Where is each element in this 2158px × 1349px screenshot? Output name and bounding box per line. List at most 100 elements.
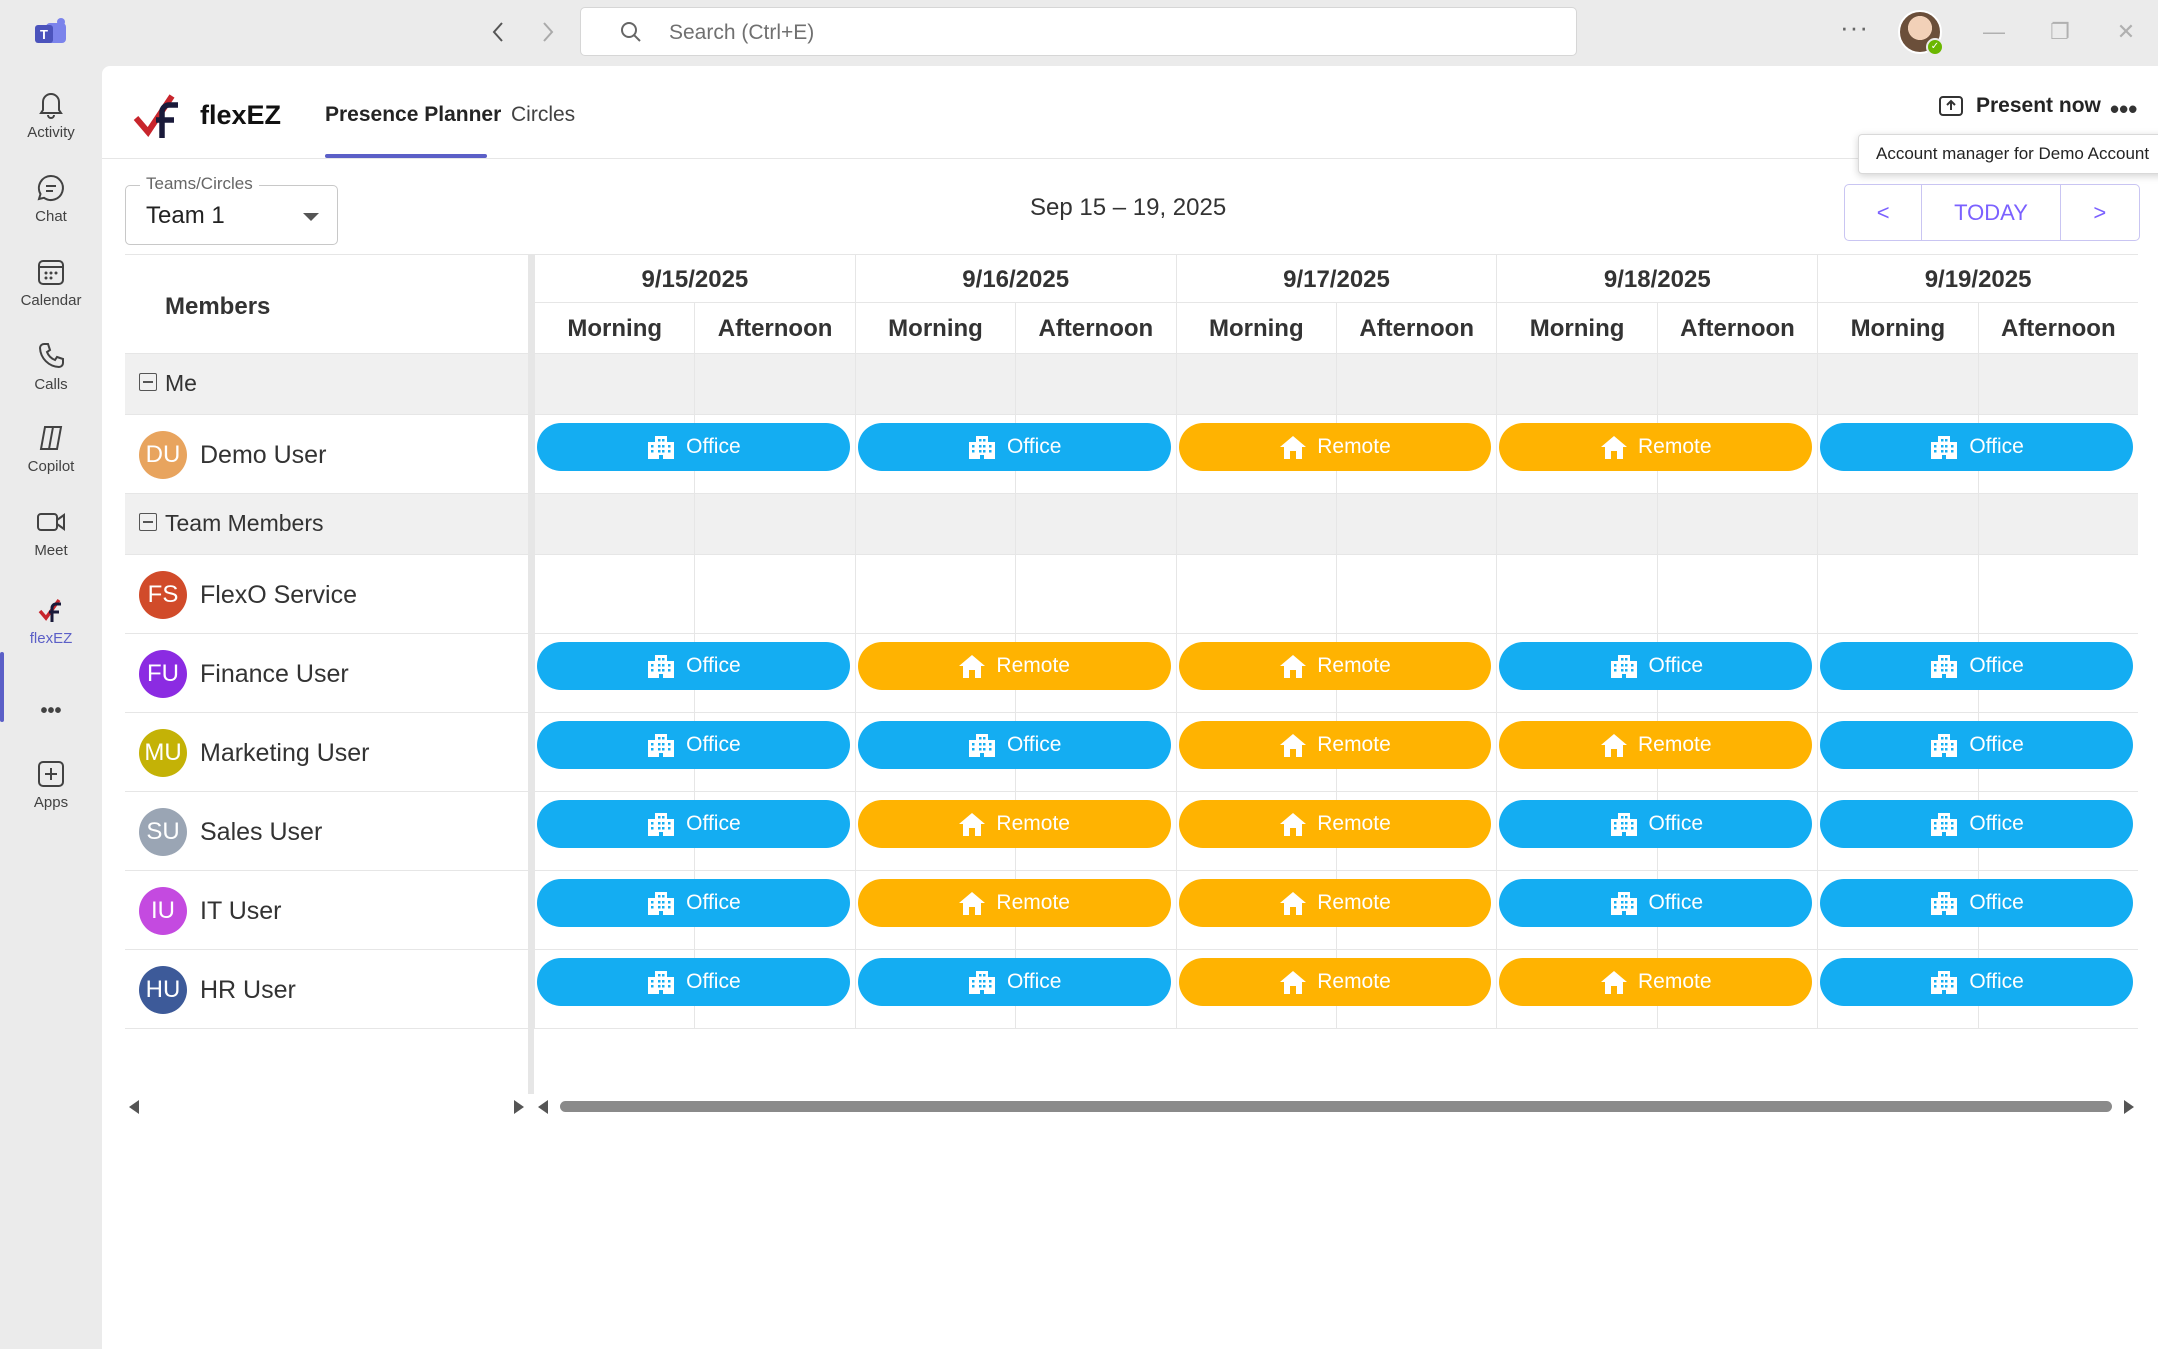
remote-status-pill[interactable]: Remote xyxy=(857,641,1171,690)
remote-status-pill[interactable]: Remote xyxy=(1178,422,1492,471)
status-label: Office xyxy=(686,890,741,914)
title-bar: T Search (Ctrl+E) ··· ✓ — ❐ ✕ xyxy=(0,0,2158,66)
office-status-pill[interactable]: Office xyxy=(537,878,850,927)
status-label: Remote xyxy=(1317,653,1391,677)
back-button[interactable] xyxy=(478,14,518,50)
remote-status-pill[interactable]: Remote xyxy=(1178,720,1492,769)
teams-circles-select[interactable]: Teams/Circles Team 1 xyxy=(125,174,338,245)
flexez-icon xyxy=(38,598,61,622)
account-tooltip: Account manager for Demo Account xyxy=(1858,134,2158,174)
office-building-icon xyxy=(968,733,995,757)
close-button[interactable]: ✕ xyxy=(2116,19,2136,44)
office-building-icon xyxy=(648,812,675,836)
morning-header: Morning xyxy=(1496,303,1657,354)
next-week-button[interactable]: > xyxy=(2093,199,2107,225)
forward-button[interactable] xyxy=(528,14,568,50)
office-status-pill[interactable]: Office xyxy=(857,720,1171,769)
remote-status-pill[interactable]: Remote xyxy=(857,878,1171,927)
scrollbar-thumb[interactable] xyxy=(560,1101,2112,1112)
rail-item-label: Calls xyxy=(34,376,68,393)
status-label: Office xyxy=(1969,969,2024,993)
remote-status-pill[interactable]: Remote xyxy=(1178,957,1492,1006)
scroll-left-icon[interactable] xyxy=(129,1100,139,1114)
member-row: FS FlexO Service xyxy=(125,555,528,634)
today-button[interactable]: TODAY xyxy=(1922,185,2061,240)
member-name: FlexO Service xyxy=(200,580,357,609)
previous-week-button[interactable]: < xyxy=(1845,185,1923,240)
status-label: Office xyxy=(686,811,741,835)
rail-item-calendar[interactable]: Calendar xyxy=(0,244,102,322)
grid-line xyxy=(1817,415,1819,493)
group-row[interactable]: Team Members xyxy=(125,494,528,555)
morning-header: Morning xyxy=(1817,303,1978,354)
schedule-row: Office Office Remote Remote Office xyxy=(534,950,2138,1029)
rail-item-copilot[interactable]: Copilot xyxy=(0,410,102,488)
office-status-pill[interactable]: Office xyxy=(537,422,850,471)
office-status-pill[interactable]: Office xyxy=(1820,878,2133,927)
more-options-button[interactable]: ••• xyxy=(2110,94,2138,124)
minimize-button[interactable]: — xyxy=(1983,19,2005,44)
office-status-pill[interactable]: Office xyxy=(1820,957,2133,1006)
grid-line xyxy=(1817,871,1819,949)
office-status-pill[interactable]: Office xyxy=(1499,878,1813,927)
grid-line xyxy=(1175,792,1177,870)
chevron-left-icon xyxy=(492,22,503,42)
rail-item-flexez[interactable]: flexEZ xyxy=(0,582,102,660)
day-header: 9/18/2025 xyxy=(1496,254,1818,303)
tab-presence-planner[interactable]: Presence Planner xyxy=(325,103,502,126)
office-status-pill[interactable]: Office xyxy=(1820,799,2133,848)
office-status-pill[interactable]: Office xyxy=(1820,422,2133,471)
scroll-right-icon[interactable] xyxy=(2124,1100,2134,1114)
rail-item-label: Meet xyxy=(34,542,68,559)
status-label: Office xyxy=(1969,890,2024,914)
office-status-pill[interactable]: Office xyxy=(857,422,1171,471)
search-input[interactable]: Search (Ctrl+E) xyxy=(580,7,1577,56)
status-label: Remote xyxy=(1638,434,1712,458)
scroll-right-icon[interactable] xyxy=(514,1100,524,1114)
group-schedule-row xyxy=(534,354,2138,415)
account-avatar[interactable]: ✓ xyxy=(1898,10,1944,56)
office-status-pill[interactable]: Office xyxy=(537,641,850,690)
remote-status-pill[interactable]: Remote xyxy=(1178,799,1492,848)
remote-status-pill[interactable]: Remote xyxy=(1499,957,1813,1006)
group-row[interactable]: Me xyxy=(125,354,528,415)
grid-line xyxy=(534,634,535,712)
office-status-pill[interactable]: Office xyxy=(537,720,850,769)
office-status-pill[interactable]: Office xyxy=(1820,720,2133,769)
member-row: SU Sales User xyxy=(125,792,528,871)
remote-status-pill[interactable]: Remote xyxy=(1178,641,1492,690)
grid-line xyxy=(1496,555,1498,633)
rail-more-button[interactable]: ••• xyxy=(0,686,102,736)
office-status-pill[interactable]: Office xyxy=(857,957,1171,1006)
schedule-row: Office Remote Remote Office Office xyxy=(534,871,2138,950)
schedule-scrollbar[interactable] xyxy=(534,1094,2138,1118)
remote-status-pill[interactable]: Remote xyxy=(857,799,1171,848)
office-status-pill[interactable]: Office xyxy=(1820,641,2133,690)
rail-item-calls[interactable]: Calls xyxy=(0,328,102,406)
restore-button[interactable]: ❐ xyxy=(2050,19,2070,44)
present-now-button[interactable]: Present now xyxy=(1938,94,2101,118)
scroll-left-icon[interactable] xyxy=(538,1100,548,1114)
rail-item-chat[interactable]: Chat xyxy=(0,160,102,238)
morning-header: Morning xyxy=(534,303,695,354)
avatar: FU xyxy=(139,649,187,698)
rail-item-apps[interactable]: Apps xyxy=(0,746,102,824)
members-scrollbar[interactable] xyxy=(125,1094,528,1118)
remote-status-pill[interactable]: Remote xyxy=(1178,878,1492,927)
office-status-pill[interactable]: Office xyxy=(537,799,850,848)
settings-more-button[interactable]: ··· xyxy=(1840,12,1869,42)
rail-item-activity[interactable]: Activity xyxy=(0,76,102,154)
office-status-pill[interactable]: Office xyxy=(1499,799,1813,848)
office-status-pill[interactable]: Office xyxy=(537,957,850,1006)
tab-circles[interactable]: Circles xyxy=(511,103,576,126)
remote-status-pill[interactable]: Remote xyxy=(1499,422,1813,471)
office-status-pill[interactable]: Office xyxy=(1499,641,1813,690)
active-indicator xyxy=(0,652,4,722)
status-label: Office xyxy=(686,434,741,458)
rail-item-meet[interactable]: Meet xyxy=(0,494,102,572)
collapse-icon[interactable] xyxy=(139,373,157,391)
remote-status-pill[interactable]: Remote xyxy=(1499,720,1813,769)
collapse-icon[interactable] xyxy=(139,513,157,531)
day-header: 9/15/2025 xyxy=(534,254,855,303)
office-building-icon xyxy=(1610,654,1637,678)
